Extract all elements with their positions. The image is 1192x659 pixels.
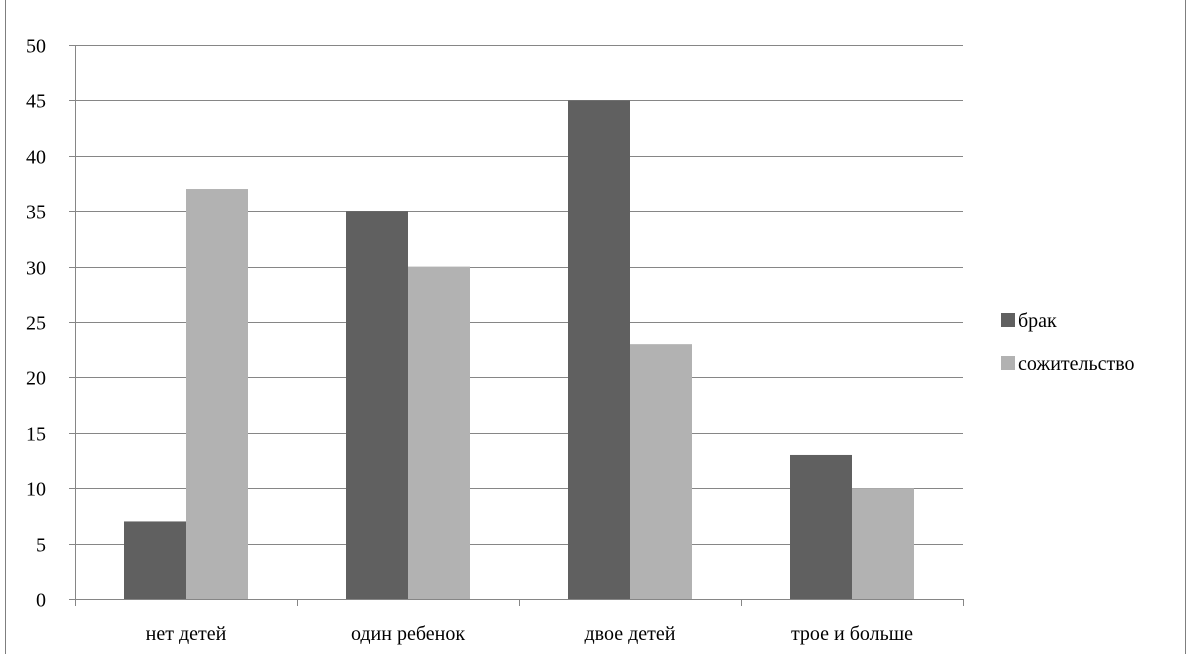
y-tick-label: 40 xyxy=(26,147,46,169)
bar-sozhitelstvo xyxy=(186,189,248,600)
bar-sozhitelstvo xyxy=(852,488,914,599)
x-tick-label: двое детей xyxy=(585,623,676,645)
y-tick-label: 50 xyxy=(26,36,46,58)
legend-swatch-sozhitelstvo xyxy=(1001,356,1015,370)
y-tick-label: 45 xyxy=(26,91,46,113)
legend-label: брак xyxy=(1018,310,1057,332)
legend-swatch-brak xyxy=(1001,313,1015,327)
y-tick-label: 10 xyxy=(26,479,46,501)
x-tick-label: трое и больше xyxy=(791,623,913,645)
bars xyxy=(124,100,914,600)
x-tick-label: один ребенок xyxy=(351,623,465,645)
y-tick-label: 0 xyxy=(36,590,46,612)
y-tick-label: 20 xyxy=(26,368,46,390)
y-tick-label: 5 xyxy=(36,535,46,557)
legend: брак сожительство xyxy=(1001,310,1135,375)
bar-sozhitelstvo xyxy=(630,344,692,599)
bar-sozhitelstvo xyxy=(408,266,470,599)
bar-brak xyxy=(346,211,408,599)
legend-label: сожительство xyxy=(1018,353,1135,375)
bar-brak xyxy=(124,521,186,599)
y-tick-label: 25 xyxy=(26,313,46,335)
y-tick-label: 15 xyxy=(26,424,46,446)
axes: 0 5 10 15 20 25 30 35 40 45 50 нет детей один ребено… xyxy=(26,36,964,645)
y-tick-label: 30 xyxy=(26,258,46,280)
x-tick-label: нет детей xyxy=(146,623,227,645)
bar-brak xyxy=(790,454,852,599)
bar-brak xyxy=(568,100,630,600)
y-tick-label: 35 xyxy=(26,202,46,224)
